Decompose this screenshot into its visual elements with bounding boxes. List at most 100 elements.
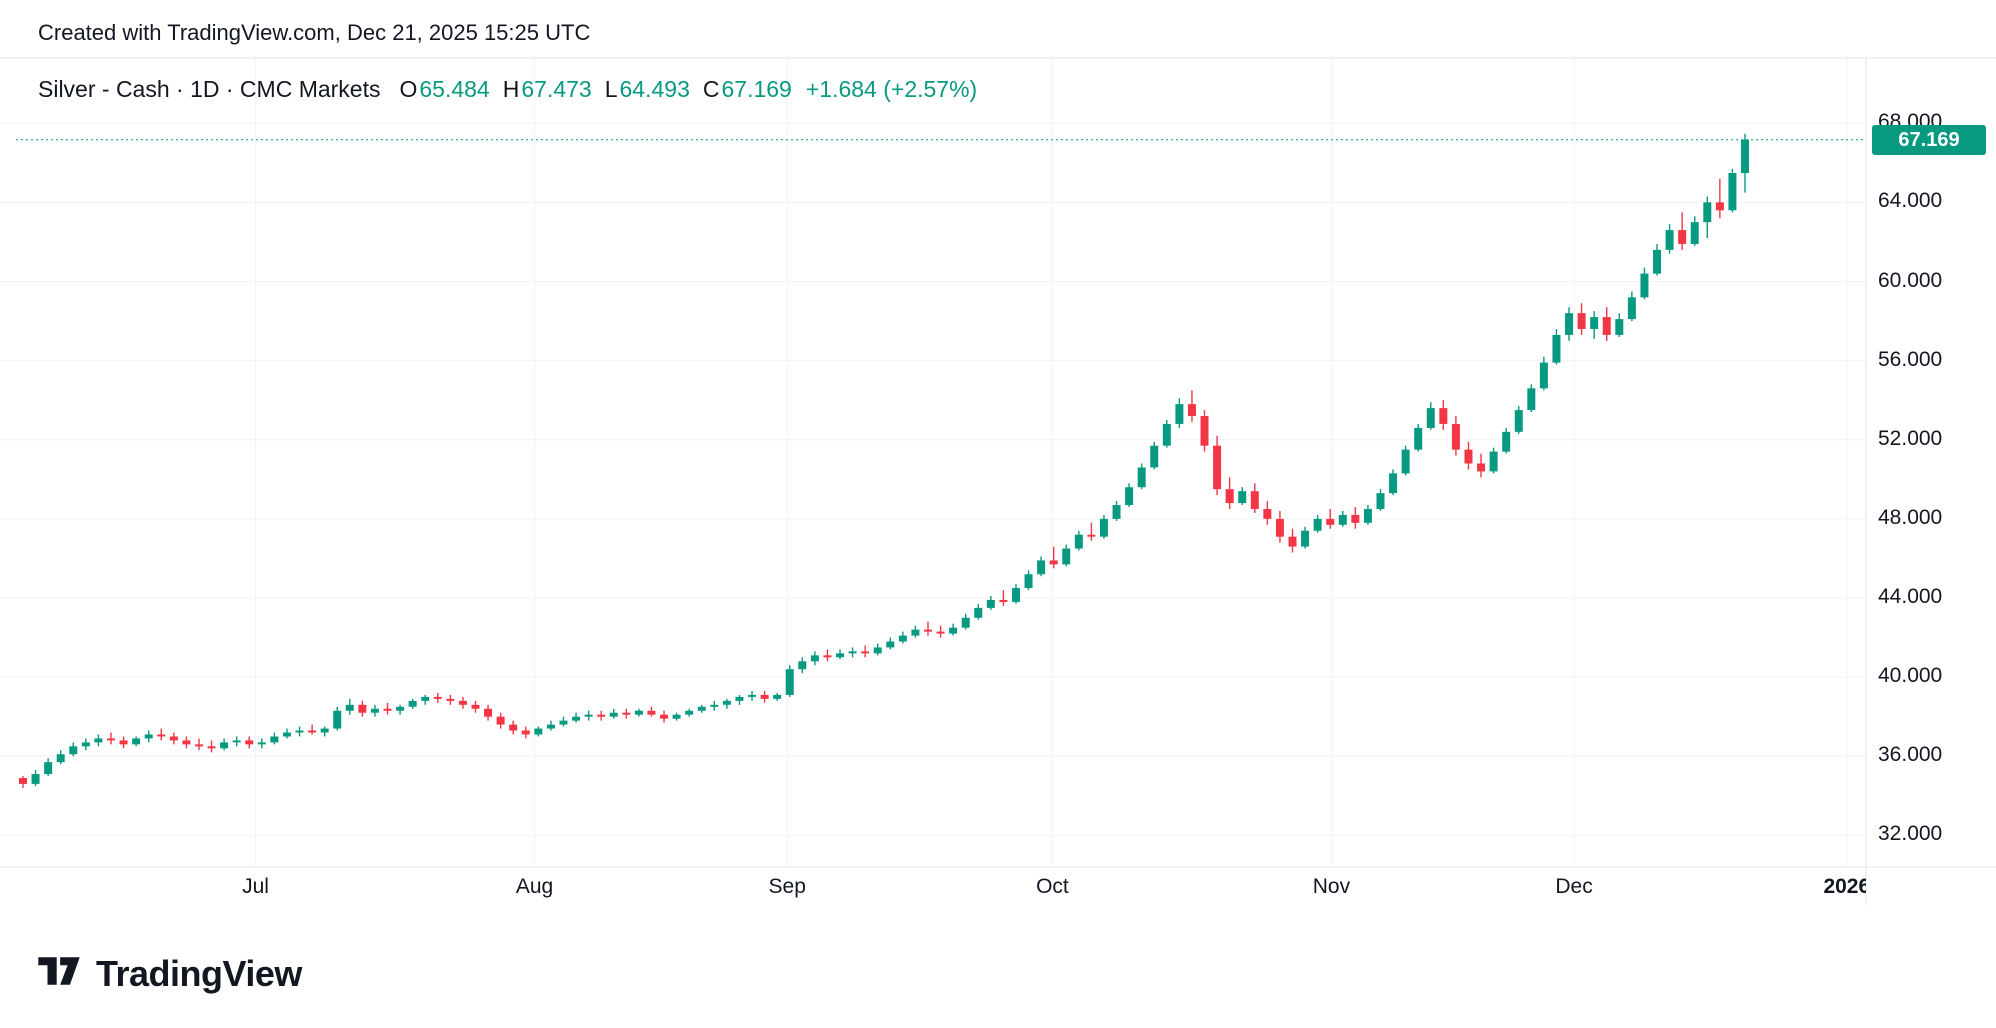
price-tick-label: 32.000 [1878, 822, 1943, 846]
candle [923, 621, 932, 636]
candle [169, 732, 178, 745]
candle [496, 712, 505, 729]
candle [1225, 477, 1234, 509]
candle [1338, 510, 1347, 527]
candle [119, 736, 128, 749]
candle [534, 726, 543, 737]
candle [1062, 544, 1071, 567]
ohlc-key-c: C [702, 76, 720, 102]
candle [722, 698, 731, 709]
price-tick-label: 64.000 [1878, 189, 1943, 213]
ohlc-values: O65.484 H67.473 L64.493 C67.169 [386, 76, 791, 102]
candle [144, 730, 153, 743]
candle [345, 698, 354, 715]
candle [1326, 508, 1335, 529]
time-axis[interactable]: Jul Aug Sep Oct Nov Dec 2026 [0, 869, 1866, 905]
candle [383, 702, 392, 715]
candle [484, 704, 493, 721]
candle [1590, 311, 1599, 339]
candle [1137, 463, 1146, 490]
candle [1539, 356, 1548, 391]
candle [56, 750, 65, 765]
candle [810, 651, 819, 666]
candle [333, 706, 342, 731]
candle [660, 710, 669, 723]
candle [194, 738, 203, 751]
candle [1263, 501, 1272, 525]
time-tick-label: Aug [515, 875, 554, 898]
candle [1426, 402, 1435, 430]
ohlc-key-h: H [502, 76, 520, 102]
candle [1565, 307, 1574, 341]
price-tick-label: 44.000 [1878, 584, 1943, 608]
candle [94, 734, 103, 747]
tradingview-logo[interactable]: TradingView [36, 950, 302, 997]
candle [446, 694, 455, 705]
pane-borders [0, 57, 1996, 905]
candle [697, 704, 706, 713]
candle [1351, 507, 1360, 529]
candle [1187, 390, 1196, 422]
symbol-title[interactable]: Silver - Cash · 1D · CMC Markets [38, 76, 381, 102]
candle [1653, 243, 1662, 276]
time-tick-label: Sep [768, 875, 806, 898]
attribution-text: Created with TradingView.com, Dec 21, 20… [38, 20, 591, 45]
candle [848, 647, 857, 658]
candle [710, 700, 719, 711]
candle [320, 726, 329, 737]
candle [999, 590, 1008, 606]
candle [1627, 291, 1636, 322]
time-tick-label: Dec [1555, 875, 1593, 898]
candle [1401, 445, 1410, 476]
candle [471, 700, 480, 713]
candle [1665, 224, 1674, 254]
candle [1099, 514, 1108, 539]
candle [232, 736, 241, 747]
candle [559, 716, 568, 727]
candle [396, 704, 405, 715]
price-tick-label: 52.000 [1878, 426, 1943, 450]
candle [282, 728, 291, 739]
candle [358, 700, 367, 717]
tradingview-logo-text: TradingView [96, 952, 302, 994]
ohlc-value-h: 67.473 [521, 76, 592, 102]
candle [1602, 307, 1611, 341]
ohlc-value-o: 65.484 [419, 76, 490, 102]
candle [647, 706, 656, 717]
candle [634, 708, 643, 717]
candle [672, 712, 681, 721]
candle [1728, 168, 1737, 213]
candle [1414, 423, 1423, 452]
time-tick-label: Jul [242, 875, 269, 898]
candle [295, 726, 304, 737]
candle [823, 649, 832, 662]
price-axis[interactable]: 68.000 64.000 60.000 56.000 52.000 48.000 44.0… [1878, 0, 1996, 940]
candle [911, 625, 920, 638]
current-price-label: 67.169 [1872, 124, 1986, 155]
candle [1376, 489, 1385, 511]
candle [1049, 546, 1058, 569]
time-tick-label: Nov [1312, 875, 1351, 898]
candle [521, 726, 530, 739]
candle [1502, 427, 1511, 454]
candle [785, 665, 794, 697]
candle [798, 657, 807, 674]
candle [421, 694, 430, 705]
candle [1200, 410, 1209, 452]
candle [1514, 406, 1523, 434]
candle [207, 740, 216, 753]
candle [19, 776, 27, 788]
ohlc-value-l: 64.493 [619, 76, 690, 102]
candle [1037, 556, 1046, 577]
candle [1703, 196, 1712, 238]
price-tick-label: 36.000 [1878, 743, 1943, 767]
candle [1363, 505, 1372, 525]
candle [836, 649, 845, 660]
candle [609, 708, 618, 719]
candle [1162, 419, 1171, 448]
candle [270, 732, 279, 745]
candle [1389, 469, 1398, 496]
candle [1011, 584, 1020, 604]
